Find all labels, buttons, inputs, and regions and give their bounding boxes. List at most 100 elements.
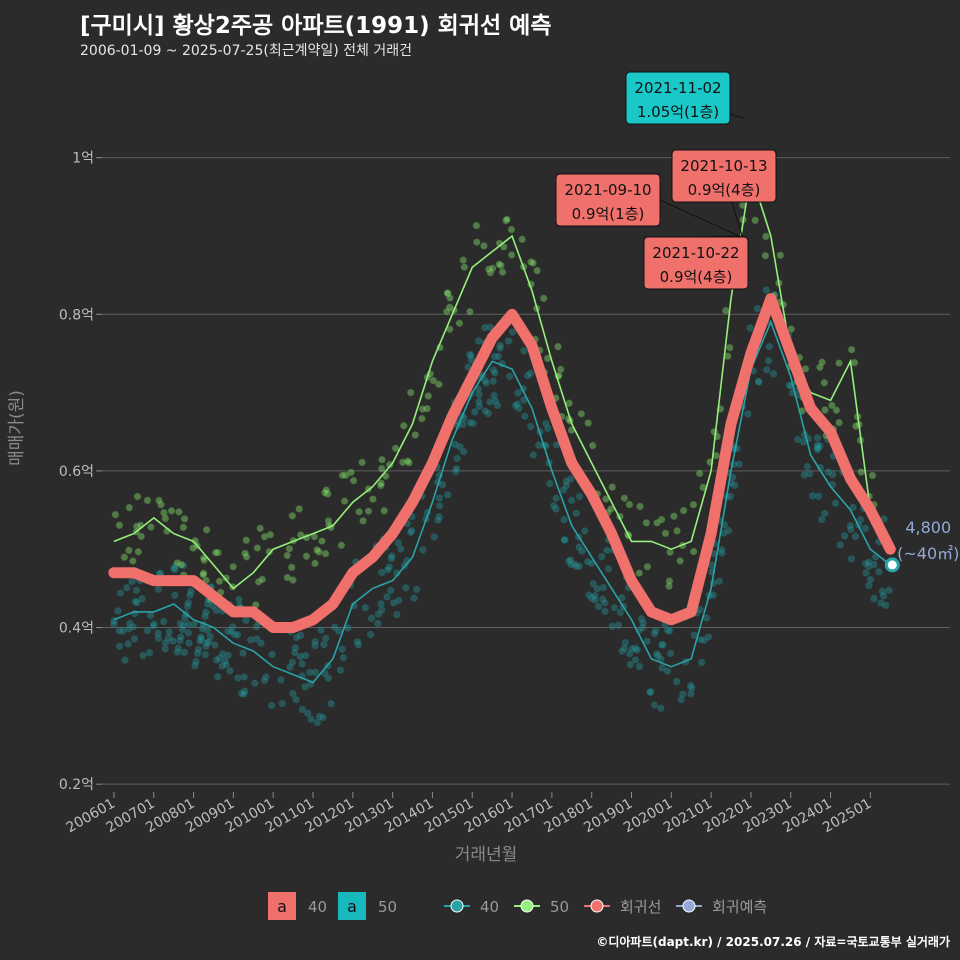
scatter-point-50 <box>429 376 438 385</box>
scatter-point-40 <box>154 585 163 593</box>
line-series-40 <box>113 319 891 684</box>
scatter-point-40 <box>746 324 754 332</box>
scatter-point-40 <box>840 532 849 540</box>
annotation-box <box>671 149 777 203</box>
prediction-point <box>884 557 900 573</box>
scatter-point-50 <box>751 216 759 225</box>
scatter-point-40 <box>291 644 300 652</box>
scatter-point-40 <box>374 619 382 628</box>
scatter-point-50 <box>488 264 497 273</box>
scatter-point-40 <box>764 357 773 365</box>
scatter-point-40 <box>377 600 385 608</box>
scatter-point-40 <box>139 651 147 660</box>
y-tick-label: 1억 <box>72 151 94 167</box>
scatter-point-50 <box>868 471 877 480</box>
scatter-point-40 <box>119 627 127 635</box>
scatter-point-40 <box>583 557 592 566</box>
scatter-point-40 <box>591 591 599 600</box>
scatter-point-40 <box>407 528 415 536</box>
scatter-point-50 <box>241 549 249 558</box>
scatter-point-40 <box>828 470 837 479</box>
scatter-point-40 <box>296 652 304 661</box>
scatter-point-50 <box>636 502 644 511</box>
scatter-point-50 <box>460 263 469 271</box>
scatter-point-40 <box>520 347 528 355</box>
scatter-point-40 <box>466 418 474 427</box>
scatter-point-50 <box>665 577 674 585</box>
scatter-point-40 <box>482 379 490 387</box>
scatter-point-50 <box>349 476 358 485</box>
scatter-point-40 <box>709 591 717 599</box>
scatter-point-40 <box>278 699 286 708</box>
scatter-point-40 <box>154 629 162 637</box>
scatter-point-40 <box>486 398 494 406</box>
y-tick-label: 0.2억 <box>59 777 94 793</box>
scatter-point-40 <box>378 568 386 577</box>
scatter-point-40 <box>601 599 609 607</box>
scatter-point-40 <box>235 595 243 604</box>
scatter-point-40 <box>598 552 606 561</box>
scatter-point-50 <box>355 508 363 516</box>
scatter-point-50 <box>173 559 182 567</box>
scatter-point-40 <box>650 629 659 638</box>
scatter-point-50 <box>498 268 507 276</box>
scatter-point-40 <box>621 638 630 647</box>
scatter-point-40 <box>452 465 461 473</box>
scatter-point-40 <box>481 407 490 415</box>
scatter-point-50 <box>761 251 770 260</box>
scatter-point-40 <box>306 668 314 677</box>
scatter-point-40 <box>202 642 210 650</box>
scatter-point-40 <box>444 491 452 499</box>
scatter-point-40 <box>212 606 221 614</box>
scatter-point-40 <box>809 492 817 500</box>
scatter-point-50 <box>828 401 836 410</box>
scatter-point-40 <box>836 541 844 549</box>
scatter-point-50 <box>340 497 349 505</box>
scatter-point-40 <box>511 401 520 410</box>
scatter-point-40 <box>185 639 193 647</box>
scatter-point-40 <box>527 422 535 431</box>
scatter-point-50 <box>821 406 829 414</box>
scatter-point-50 <box>832 406 841 414</box>
legend-line-label: 40 <box>480 898 499 916</box>
scatter-point-50 <box>670 512 678 520</box>
scatter-point-40 <box>467 352 475 360</box>
scatter-point-40 <box>219 650 227 658</box>
scatter-point-50 <box>554 342 562 351</box>
scatter-point-50 <box>503 215 511 224</box>
scatter-point-40 <box>846 522 854 530</box>
scatter-point-40 <box>394 539 402 547</box>
legend-fill-key <box>268 892 296 920</box>
scatter-point-40 <box>663 667 672 675</box>
annotation-price: 0.9억(4층) <box>688 181 761 199</box>
scatter-point-50 <box>254 578 263 586</box>
scatter-point-40 <box>486 323 494 331</box>
scatter-point-50 <box>762 232 770 241</box>
scatter-point-40 <box>453 454 461 463</box>
scatter-point-40 <box>566 556 575 564</box>
scatter-point-40 <box>395 596 403 605</box>
scatter-point-40 <box>169 637 177 645</box>
scatter-point-40 <box>631 656 640 664</box>
scatter-point-40 <box>626 660 635 669</box>
scatter-point-50 <box>283 551 291 560</box>
scatter-point-50 <box>285 544 294 553</box>
scatter-point-50 <box>202 526 211 534</box>
scatter-point-40 <box>637 615 646 623</box>
scatter-point-50 <box>602 495 610 503</box>
scatter-point-40 <box>160 617 168 626</box>
scatter-point-40 <box>206 632 214 641</box>
scatter-point-40 <box>226 667 234 675</box>
scatter-point-40 <box>277 676 285 684</box>
scatter-point-40 <box>110 620 118 629</box>
scatter-point-50 <box>857 468 865 476</box>
scatter-point-40 <box>184 599 193 607</box>
scatter-point-40 <box>202 608 210 616</box>
scatter-point-50 <box>666 548 674 556</box>
scatter-point-40 <box>618 594 626 602</box>
scatter-point-50 <box>635 569 643 577</box>
scatter-point-40 <box>514 389 522 397</box>
scatter-point-50 <box>288 563 296 572</box>
scatter-point-40 <box>653 650 661 658</box>
scatter-point-50 <box>177 561 186 569</box>
